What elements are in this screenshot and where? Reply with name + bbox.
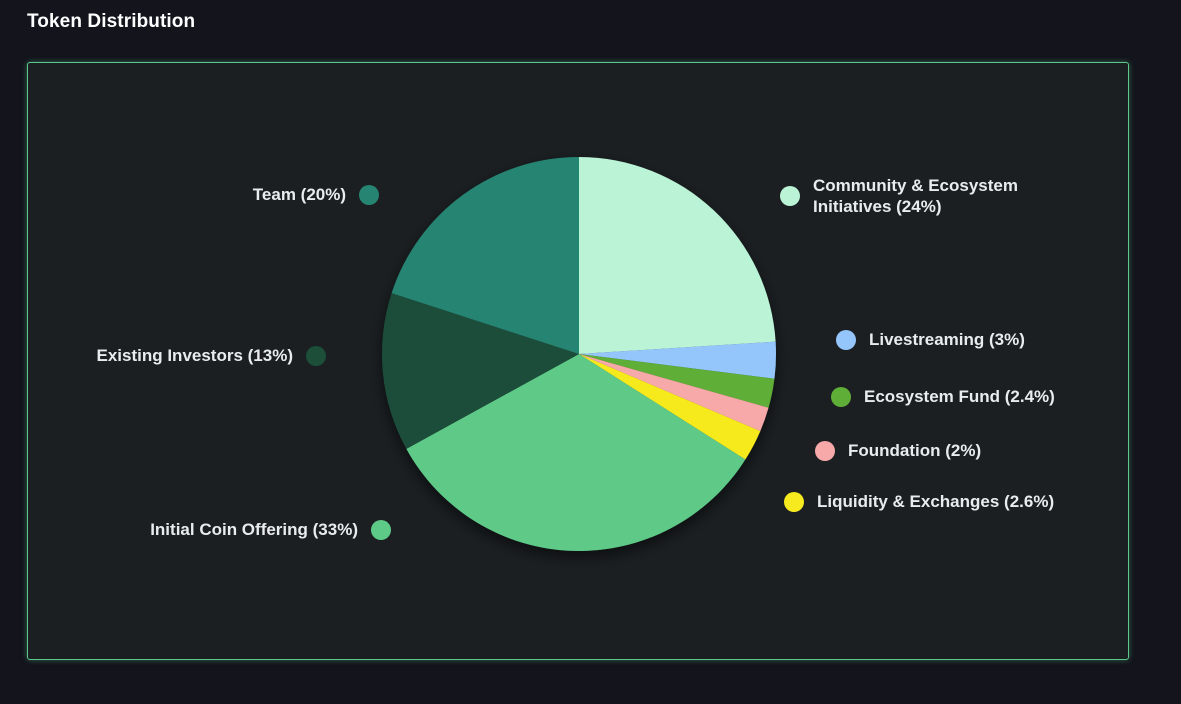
page-title: Token Distribution bbox=[27, 11, 196, 32]
legend-dot-community bbox=[780, 186, 800, 206]
legend-item-liquidity: Liquidity & Exchanges (2.6%) bbox=[784, 491, 1054, 512]
legend-dot-existing-investors bbox=[306, 345, 326, 366]
legend-dot-team bbox=[359, 184, 379, 205]
legend-item-community: Community & Ecosystem Initiatives (24%) bbox=[780, 175, 1053, 217]
legend-item-ico: Initial Coin Offering (33%) bbox=[150, 519, 391, 540]
legend-dot-ecosystem-fund bbox=[831, 386, 851, 407]
pie-slice-7 bbox=[391, 157, 579, 354]
legend-label-community: Community & Ecosystem Initiatives (24%) bbox=[813, 176, 1018, 216]
legend-label-ico: Initial Coin Offering (33%) bbox=[150, 520, 358, 539]
legend-dot-livestreaming bbox=[836, 329, 856, 350]
legend-dot-ico bbox=[371, 519, 391, 540]
legend-item-ecosystem-fund: Ecosystem Fund (2.4%) bbox=[831, 386, 1055, 407]
pie-chart bbox=[381, 157, 777, 551]
pie-slice-4 bbox=[579, 354, 761, 460]
legend-label-foundation: Foundation (2%) bbox=[848, 441, 982, 460]
chart-panel: Community & Ecosystem Initiatives (24%) … bbox=[27, 62, 1129, 660]
legend-item-existing-investors: Existing Investors (13%) bbox=[96, 345, 326, 366]
legend-label-team: Team (20%) bbox=[252, 185, 346, 204]
pie-slice-6 bbox=[381, 293, 579, 449]
pie-slice-5 bbox=[406, 354, 746, 551]
legend-dot-liquidity bbox=[784, 491, 804, 512]
legend-label-existing-investors: Existing Investors (13%) bbox=[96, 346, 293, 365]
legend-label-liquidity: Liquidity & Exchanges (2.6%) bbox=[817, 492, 1055, 511]
pie-slice-2 bbox=[579, 354, 775, 408]
pie-slice-1 bbox=[579, 341, 777, 379]
legend-label-ecosystem-fund: Ecosystem Fund (2.4%) bbox=[864, 387, 1055, 406]
pie-slice-0 bbox=[579, 157, 776, 354]
pie-slice-3 bbox=[579, 354, 769, 432]
legend-item-team: Team (20%) bbox=[253, 184, 379, 205]
legend-item-foundation: Foundation (2%) bbox=[815, 440, 981, 461]
legend-item-livestreaming: Livestreaming (3%) bbox=[836, 329, 1025, 350]
legend-dot-foundation bbox=[815, 440, 835, 461]
legend-label-livestreaming: Livestreaming (3%) bbox=[869, 330, 1025, 349]
